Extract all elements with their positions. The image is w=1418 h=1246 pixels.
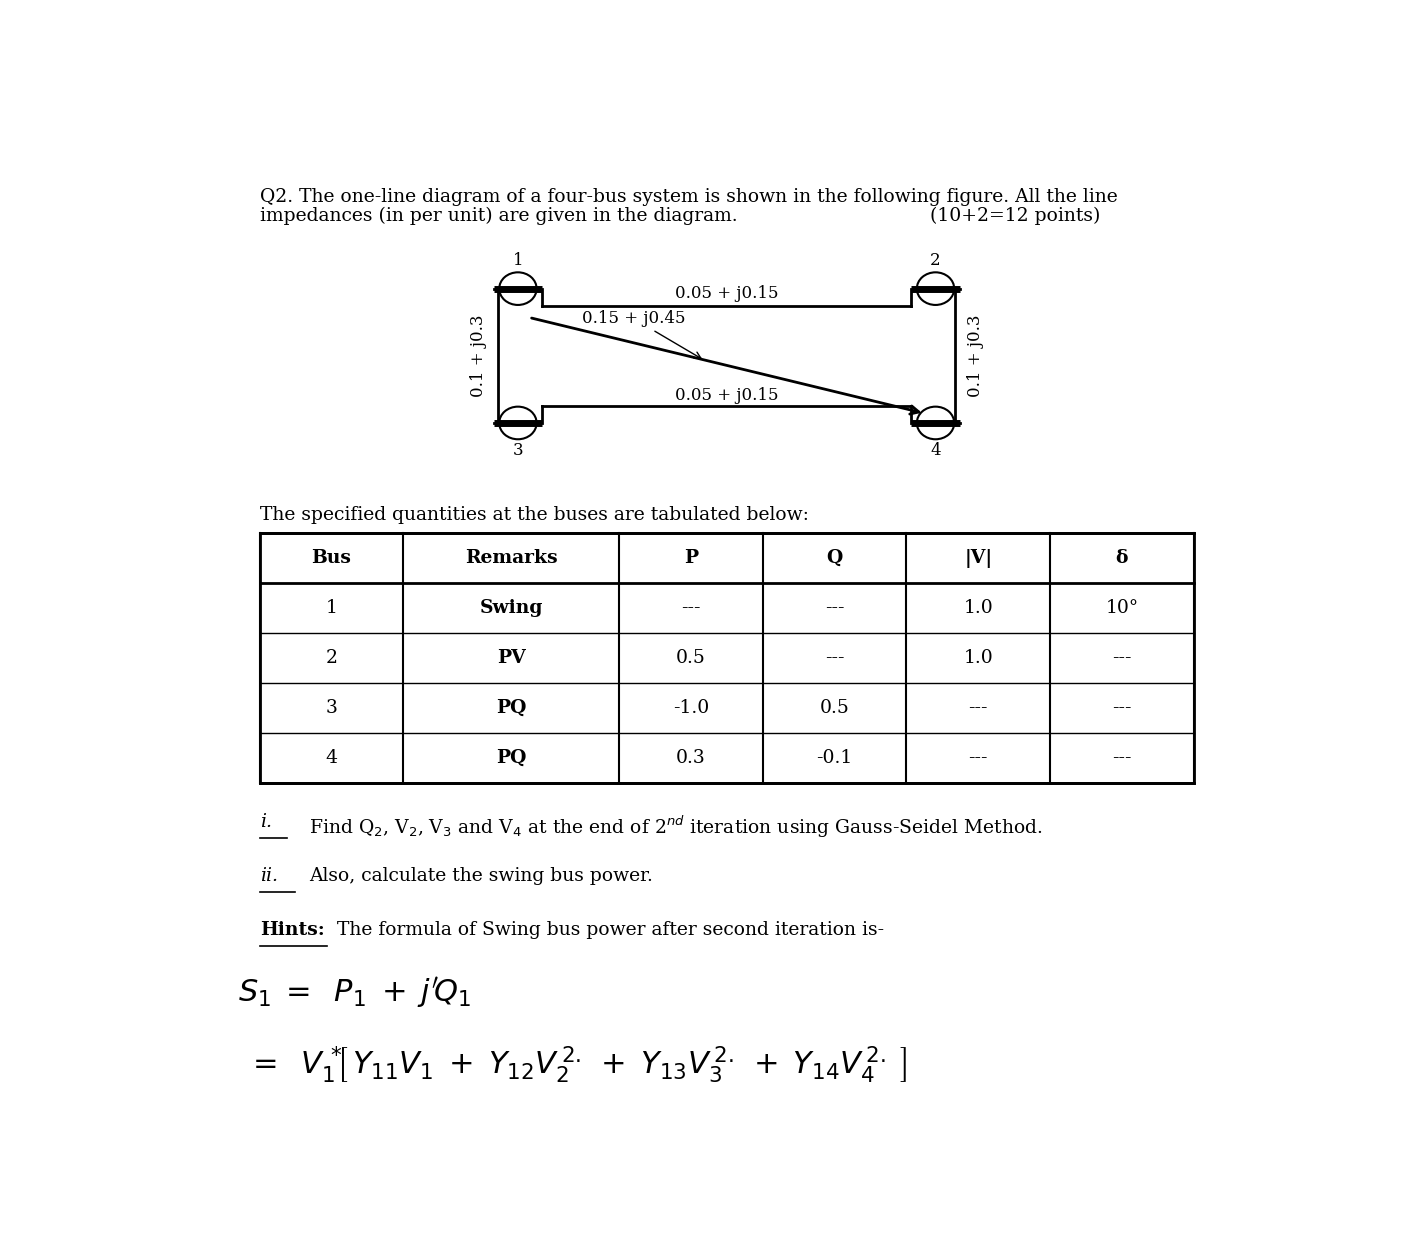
Text: ---: --- (1112, 649, 1132, 667)
Text: 2: 2 (930, 253, 940, 269)
Text: ---: --- (825, 649, 844, 667)
Text: 1: 1 (326, 599, 337, 617)
Text: 0.3: 0.3 (676, 749, 706, 766)
Text: Swing: Swing (479, 599, 543, 617)
Text: 0.05 + j0.15: 0.05 + j0.15 (675, 386, 778, 404)
Text: ---: --- (681, 599, 700, 617)
Text: $S_1\;=\;\;P_1\;+\;j'\!Q_1$: $S_1\;=\;\;P_1\;+\;j'\!Q_1$ (238, 974, 471, 1009)
Text: The formula of Swing bus power after second iteration is-: The formula of Swing bus power after sec… (332, 921, 885, 939)
Bar (259, 533, 1194, 782)
Text: 3: 3 (326, 699, 337, 716)
Text: The specified quantities at the buses are tabulated below:: The specified quantities at the buses ar… (259, 506, 808, 525)
Text: Hints:: Hints: (259, 921, 325, 939)
Text: 1: 1 (513, 253, 523, 269)
Text: ---: --- (825, 599, 844, 617)
Text: Find Q$_2$, V$_2$, V$_3$ and V$_4$ at the end of 2$^{nd}$ iteration using Gauss-: Find Q$_2$, V$_2$, V$_3$ and V$_4$ at th… (309, 814, 1044, 840)
Text: i.: i. (259, 814, 272, 831)
Text: 10°: 10° (1106, 599, 1139, 617)
Text: 0.5: 0.5 (676, 649, 706, 667)
Text: Q2. The one-line diagram of a four-bus system is shown in the following figure. : Q2. The one-line diagram of a four-bus s… (259, 188, 1117, 206)
Text: 4: 4 (930, 442, 940, 459)
Text: 0.5: 0.5 (820, 699, 849, 716)
Text: ---: --- (968, 699, 988, 716)
Text: (10+2=12 points): (10+2=12 points) (930, 207, 1100, 226)
Text: Remarks: Remarks (465, 549, 557, 567)
Text: 1.0: 1.0 (963, 599, 993, 617)
Text: P: P (683, 549, 698, 567)
Text: |V|: |V| (964, 548, 993, 568)
Text: PQ: PQ (496, 699, 526, 716)
Text: ---: --- (1112, 699, 1132, 716)
Text: 1.0: 1.0 (963, 649, 993, 667)
Text: ---: --- (1112, 749, 1132, 766)
Text: 3: 3 (513, 442, 523, 459)
Text: 0.1 + j0.3: 0.1 + j0.3 (967, 314, 984, 397)
Text: PQ: PQ (496, 749, 526, 766)
Text: 0.1 + j0.3: 0.1 + j0.3 (469, 314, 486, 397)
Text: PV: PV (496, 649, 526, 667)
Text: $\;=\;\;V_1^{\,*}\!\!\left[\,Y_{11}V_1\;+\;Y_{12}V_2^{\,2.}\;+\;Y_{13}V_3^{\,2.}: $\;=\;\;V_1^{\,*}\!\!\left[\,Y_{11}V_1\;… (238, 1044, 908, 1085)
Text: ---: --- (968, 749, 988, 766)
Text: -1.0: -1.0 (672, 699, 709, 716)
Text: -0.1: -0.1 (817, 749, 852, 766)
Text: impedances (in per unit) are given in the diagram.: impedances (in per unit) are given in th… (259, 207, 737, 226)
Text: 2: 2 (326, 649, 337, 667)
Text: Also, calculate the swing bus power.: Also, calculate the swing bus power. (309, 867, 654, 885)
Text: 4: 4 (326, 749, 337, 766)
Text: Bus: Bus (312, 549, 352, 567)
Text: Q: Q (827, 549, 842, 567)
Text: δ: δ (1116, 549, 1129, 567)
Text: ii.: ii. (259, 867, 278, 885)
Text: 0.15 + j0.45: 0.15 + j0.45 (581, 310, 700, 359)
Text: 0.05 + j0.15: 0.05 + j0.15 (675, 285, 778, 302)
